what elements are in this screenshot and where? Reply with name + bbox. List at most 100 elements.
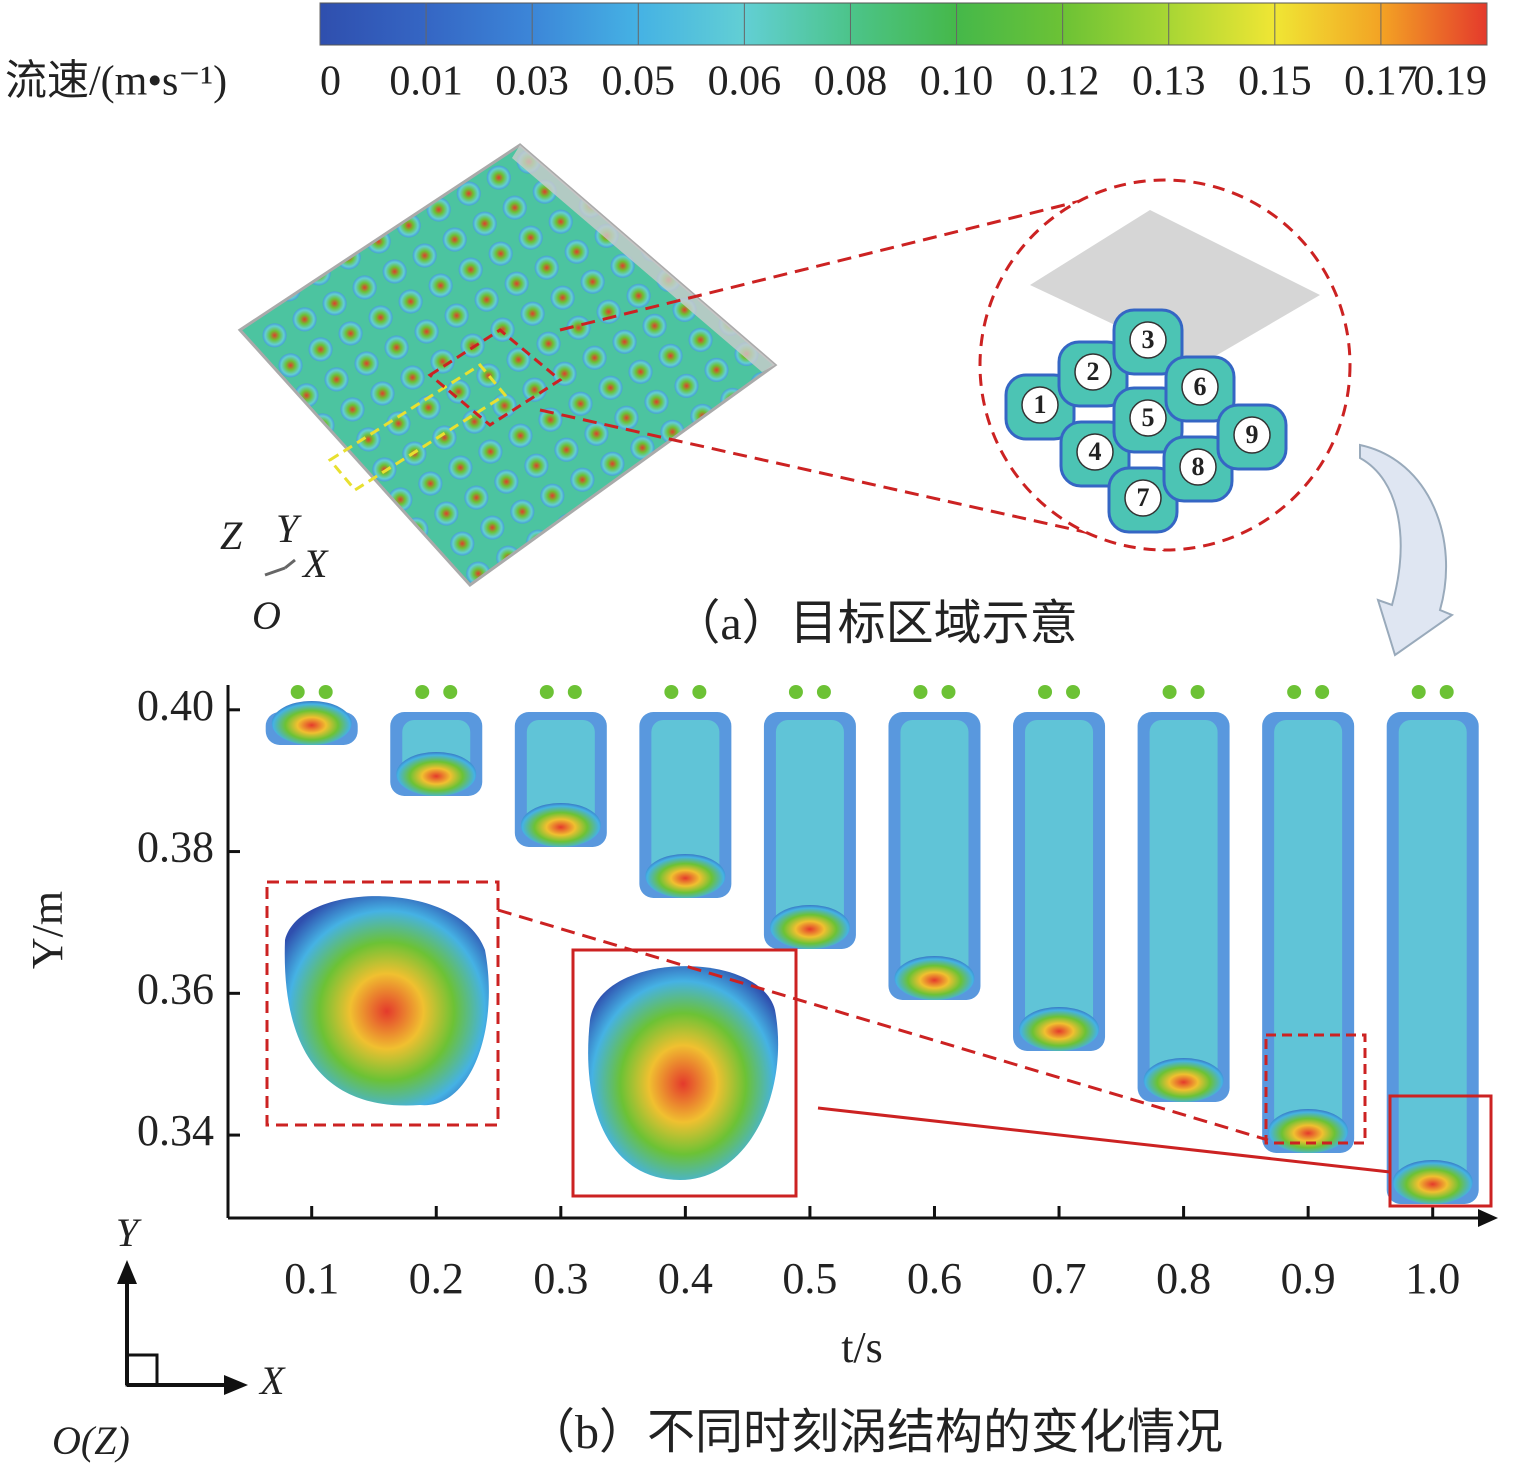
vortex-head bbox=[645, 854, 726, 898]
arrow-head bbox=[117, 1260, 137, 1284]
colorbar-tick-label: 0.19 bbox=[1414, 59, 1488, 105]
vortex-core bbox=[1149, 720, 1218, 1094]
x-tick-label: 0.2 bbox=[409, 1254, 464, 1303]
arrow-head bbox=[1478, 1209, 1498, 1227]
nozzle bbox=[1439, 685, 1454, 699]
nozzle bbox=[941, 685, 956, 699]
x-tick-label: 1.0 bbox=[1405, 1254, 1460, 1303]
colorbar-tick-label: 0.01 bbox=[389, 59, 463, 105]
nozzle bbox=[664, 685, 679, 699]
vortex-head bbox=[1143, 1058, 1224, 1102]
cell-core bbox=[1129, 321, 1167, 359]
colorbar-tick-label: 0.10 bbox=[920, 59, 994, 105]
x-axis-label: t/s bbox=[841, 1323, 883, 1372]
nozzle bbox=[1411, 685, 1426, 699]
y-tick-label: 0.38 bbox=[137, 823, 214, 872]
colorbar-tick-label: 0.05 bbox=[602, 59, 676, 105]
yellow-box bbox=[327, 363, 508, 492]
inset-render bbox=[588, 966, 779, 1180]
axis-letter: Y bbox=[276, 506, 302, 551]
vortex-core bbox=[651, 720, 720, 890]
plate-top bbox=[512, 145, 775, 372]
colorbar-tick-label: 0 bbox=[320, 59, 341, 105]
nozzle bbox=[692, 685, 707, 699]
vortex-core bbox=[1025, 720, 1094, 1043]
colorbar bbox=[319, 2, 1488, 46]
colorbar-tick-label: 0.08 bbox=[814, 59, 888, 105]
colorbar-ticks: 0 0.01 0.03 0.05 0.06 0.08 0.10 0.12 0.13 0.15 0.1… bbox=[319, 3, 1488, 105]
cell-core bbox=[1179, 448, 1217, 486]
cell-label: 3 bbox=[1142, 325, 1155, 354]
flow-arrow bbox=[1359, 443, 1455, 657]
nozzle bbox=[913, 685, 928, 699]
y-tick-label: 0.34 bbox=[137, 1106, 214, 1155]
source-box bbox=[1264, 1033, 1367, 1145]
cell-label: 8 bbox=[1192, 452, 1205, 481]
x-tick-label: 0.6 bbox=[907, 1254, 962, 1303]
axis-letter: O bbox=[252, 593, 281, 638]
cell-label: 2 bbox=[1087, 357, 1100, 386]
x-tick-label: 0.7 bbox=[1032, 1254, 1087, 1303]
vortex-head bbox=[1392, 1160, 1473, 1204]
x-tick-label: 0.9 bbox=[1281, 1254, 1336, 1303]
source-box bbox=[1388, 1094, 1493, 1208]
colorbar-tick-label: 0.13 bbox=[1132, 59, 1206, 105]
axis-letter: X bbox=[301, 541, 329, 586]
colorbar-tick-label: 0.17 bbox=[1344, 59, 1418, 105]
cell-core bbox=[1124, 479, 1162, 517]
x-tick-label: 0.4 bbox=[658, 1254, 713, 1303]
caption: （a）目标区域示意 bbox=[672, 597, 1077, 650]
axis-triad bbox=[264, 558, 296, 577]
x-tick-label: 0.1 bbox=[284, 1254, 339, 1303]
vortex-head bbox=[769, 905, 850, 949]
cell-label: 5 bbox=[1142, 403, 1155, 432]
arrow-head bbox=[224, 1375, 248, 1395]
nozzle bbox=[318, 685, 333, 699]
plate-render bbox=[237, 143, 778, 588]
inset-dashed bbox=[265, 880, 500, 1127]
cell-core bbox=[1181, 368, 1219, 406]
vortex-core bbox=[775, 720, 844, 941]
cell-label: 7 bbox=[1137, 483, 1150, 512]
axis-letter: Z bbox=[220, 513, 243, 558]
right-angle bbox=[125, 1353, 159, 1387]
triad-line bbox=[284, 558, 296, 570]
x-tick-label: 0.5 bbox=[782, 1254, 837, 1303]
nozzle bbox=[415, 685, 430, 699]
colorbar-tick-label: 0.03 bbox=[495, 59, 569, 105]
cell-label: 4 bbox=[1089, 437, 1102, 466]
colorbar-tick-label: 0.15 bbox=[1238, 59, 1312, 105]
cell-core bbox=[1076, 433, 1114, 471]
inset-line bbox=[817, 1106, 1391, 1174]
nozzle bbox=[816, 685, 831, 699]
axis-letter: X bbox=[258, 1358, 286, 1403]
colorbar-label: 流速/(m•s⁻¹) bbox=[5, 59, 227, 105]
cell-label: 6 bbox=[1194, 372, 1207, 401]
vortex-core bbox=[1398, 720, 1467, 1196]
nozzle bbox=[1038, 685, 1053, 699]
cell-core bbox=[1021, 386, 1059, 424]
axis-letter: O(Z) bbox=[52, 1418, 130, 1463]
nozzle bbox=[539, 685, 554, 699]
vortex-head bbox=[1268, 1109, 1349, 1153]
y-axis-label: Y/m bbox=[23, 891, 72, 969]
vortex-head bbox=[396, 752, 477, 796]
red-box bbox=[427, 328, 563, 427]
nozzle bbox=[567, 685, 582, 699]
zoom-cells: 1 2 3 4 5 6 7 8 9 bbox=[1004, 308, 1288, 534]
nozzle bbox=[443, 685, 458, 699]
inset-solid bbox=[571, 948, 798, 1198]
caption: （b）不同时刻涡结构的变化情况 bbox=[527, 1406, 1223, 1459]
x-tick-label: 0.8 bbox=[1156, 1254, 1211, 1303]
vortex-head bbox=[894, 956, 975, 1000]
colorbar-tick-label: 0.12 bbox=[1026, 59, 1100, 105]
nozzle bbox=[1190, 685, 1205, 699]
nozzle bbox=[788, 685, 803, 699]
cell-core bbox=[1074, 353, 1112, 391]
y-tick-label: 0.36 bbox=[137, 964, 214, 1013]
vortex-core bbox=[900, 720, 969, 992]
nozzle bbox=[290, 685, 305, 699]
axis-letter: Y bbox=[116, 1210, 142, 1255]
nozzle bbox=[1315, 685, 1330, 699]
